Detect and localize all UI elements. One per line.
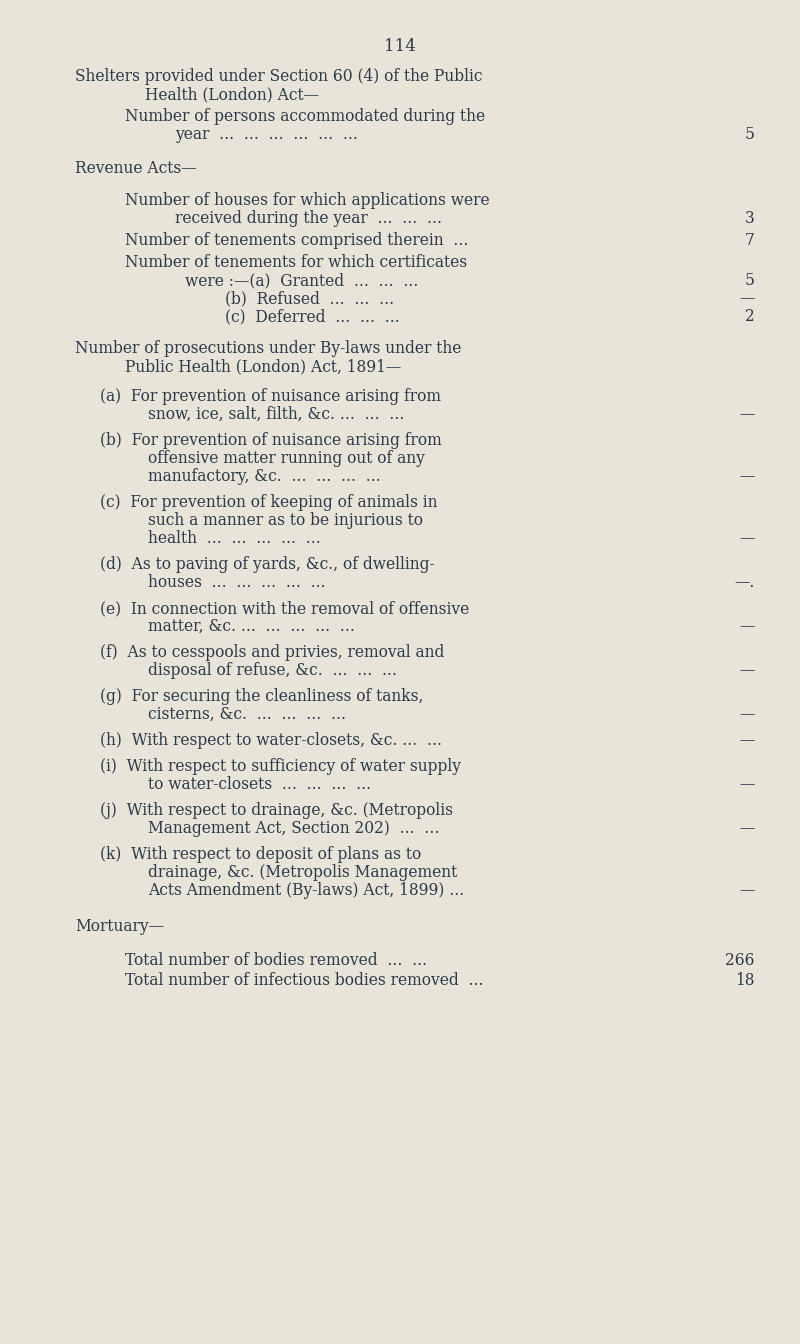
Text: Number of houses for which applications were: Number of houses for which applications … xyxy=(125,192,490,210)
Text: (c)  Deferred  ...  ...  ...: (c) Deferred ... ... ... xyxy=(225,308,400,325)
Text: —: — xyxy=(740,290,755,306)
Text: Mortuary—: Mortuary— xyxy=(75,918,164,935)
Text: health  ...  ...  ...  ...  ...: health ... ... ... ... ... xyxy=(148,530,321,547)
Text: 5: 5 xyxy=(745,126,755,142)
Text: Number of tenements comprised therein  ...: Number of tenements comprised therein ..… xyxy=(125,233,468,249)
Text: Total number of infectious bodies removed  ...: Total number of infectious bodies remove… xyxy=(125,972,483,989)
Text: snow, ice, salt, filth, &c. ...  ...  ...: snow, ice, salt, filth, &c. ... ... ... xyxy=(148,406,404,423)
Text: —: — xyxy=(740,775,755,793)
Text: Number of prosecutions under By-laws under the: Number of prosecutions under By-laws und… xyxy=(75,340,462,358)
Text: Public Health (London) Act, 1891—: Public Health (London) Act, 1891— xyxy=(125,358,402,375)
Text: (b)  Refused  ...  ...  ...: (b) Refused ... ... ... xyxy=(225,290,394,306)
Text: Acts Amendment (By-laws) Act, 1899) ...: Acts Amendment (By-laws) Act, 1899) ... xyxy=(148,882,464,899)
Text: houses  ...  ...  ...  ...  ...: houses ... ... ... ... ... xyxy=(148,574,326,591)
Text: Number of tenements for which certificates: Number of tenements for which certificat… xyxy=(125,254,467,271)
Text: disposal of refuse, &c.  ...  ...  ...: disposal of refuse, &c. ... ... ... xyxy=(148,663,397,679)
Text: cisterns, &c.  ...  ...  ...  ...: cisterns, &c. ... ... ... ... xyxy=(148,706,346,723)
Text: —: — xyxy=(740,820,755,837)
Text: received during the year  ...  ...  ...: received during the year ... ... ... xyxy=(175,210,442,227)
Text: offensive matter running out of any: offensive matter running out of any xyxy=(148,450,425,466)
Text: 7: 7 xyxy=(746,233,755,249)
Text: (g)  For securing the cleanliness of tanks,: (g) For securing the cleanliness of tank… xyxy=(100,688,423,706)
Text: Total number of bodies removed  ...  ...: Total number of bodies removed ... ... xyxy=(125,952,427,969)
Text: (h)  With respect to water-closets, &c. ...  ...: (h) With respect to water-closets, &c. .… xyxy=(100,732,442,749)
Text: Revenue Acts—: Revenue Acts— xyxy=(75,160,197,177)
Text: manufactory, &c.  ...  ...  ...  ...: manufactory, &c. ... ... ... ... xyxy=(148,468,381,485)
Text: —: — xyxy=(740,618,755,634)
Text: —: — xyxy=(740,530,755,547)
Text: 114: 114 xyxy=(384,38,416,55)
Text: 2: 2 xyxy=(746,308,755,325)
Text: Health (London) Act—: Health (London) Act— xyxy=(145,86,319,103)
Text: (c)  For prevention of keeping of animals in: (c) For prevention of keeping of animals… xyxy=(100,495,438,511)
Text: 18: 18 xyxy=(735,972,755,989)
Text: 266: 266 xyxy=(726,952,755,969)
Text: (f)  As to cesspools and privies, removal and: (f) As to cesspools and privies, removal… xyxy=(100,644,444,661)
Text: 3: 3 xyxy=(746,210,755,227)
Text: —: — xyxy=(740,732,755,749)
Text: were :—(a)  Granted  ...  ...  ...: were :—(a) Granted ... ... ... xyxy=(185,271,418,289)
Text: matter, &c. ...  ...  ...  ...  ...: matter, &c. ... ... ... ... ... xyxy=(148,618,355,634)
Text: (a)  For prevention of nuisance arising from: (a) For prevention of nuisance arising f… xyxy=(100,388,441,405)
Text: Management Act, Section 202)  ...  ...: Management Act, Section 202) ... ... xyxy=(148,820,439,837)
Text: Shelters provided under Section 60 (4) of the Public: Shelters provided under Section 60 (4) o… xyxy=(75,69,482,85)
Text: year  ...  ...  ...  ...  ...  ...: year ... ... ... ... ... ... xyxy=(175,126,358,142)
Text: such a manner as to be injurious to: such a manner as to be injurious to xyxy=(148,512,423,530)
Text: —: — xyxy=(740,468,755,485)
Text: Number of persons accommodated during the: Number of persons accommodated during th… xyxy=(125,108,485,125)
Text: —: — xyxy=(740,706,755,723)
Text: (e)  In connection with the removal of offensive: (e) In connection with the removal of of… xyxy=(100,599,470,617)
Text: —: — xyxy=(740,882,755,899)
Text: —.: —. xyxy=(734,574,755,591)
Text: to water-closets  ...  ...  ...  ...: to water-closets ... ... ... ... xyxy=(148,775,371,793)
Text: 5: 5 xyxy=(745,271,755,289)
Text: —: — xyxy=(740,663,755,679)
Text: drainage, &c. (Metropolis Management: drainage, &c. (Metropolis Management xyxy=(148,864,458,882)
Text: (i)  With respect to sufficiency of water supply: (i) With respect to sufficiency of water… xyxy=(100,758,461,775)
Text: (d)  As to paving of yards, &c., of dwelling-: (d) As to paving of yards, &c., of dwell… xyxy=(100,556,434,573)
Text: (j)  With respect to drainage, &c. (Metropolis: (j) With respect to drainage, &c. (Metro… xyxy=(100,802,453,818)
Text: —: — xyxy=(740,406,755,423)
Text: (b)  For prevention of nuisance arising from: (b) For prevention of nuisance arising f… xyxy=(100,431,442,449)
Text: (k)  With respect to deposit of plans as to: (k) With respect to deposit of plans as … xyxy=(100,845,422,863)
